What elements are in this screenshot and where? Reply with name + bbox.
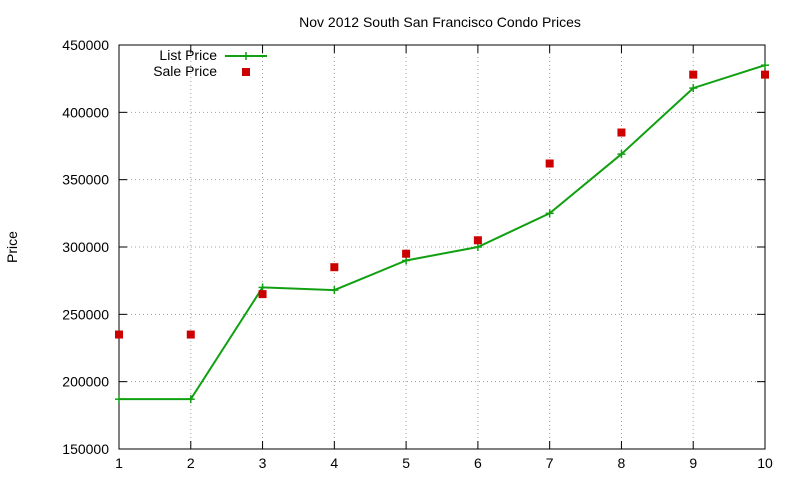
- sale-price-point: [402, 249, 411, 258]
- list-price-point: [258, 283, 267, 292]
- series-sale-price: [115, 70, 769, 339]
- list-price-point: [473, 243, 482, 251]
- list-price-point: [330, 286, 339, 295]
- list-price-point: [617, 150, 626, 159]
- x-tick-label: 1: [115, 455, 123, 471]
- x-tick-label: 10: [757, 455, 773, 471]
- list-price-line: [119, 64, 766, 401]
- legend: List Price Sale Price: [153, 47, 267, 79]
- axis-tick-marks: [118, 44, 766, 450]
- x-axis-tick-labels: 1 2 3 4 5 6 7 8 9 10: [115, 455, 773, 471]
- x-tick-label: 2: [187, 455, 195, 471]
- x-tick-label: 7: [546, 455, 554, 471]
- list-price-point: [545, 209, 554, 218]
- sale-price-point: [473, 236, 482, 245]
- grid-lines: [119, 45, 765, 449]
- sale-price-point: [258, 290, 267, 299]
- x-tick-label: 6: [474, 455, 482, 471]
- legend-label-list-price: List Price: [159, 47, 217, 63]
- y-tick-label: 450000: [62, 37, 109, 53]
- x-tick-label: 9: [689, 455, 697, 471]
- x-tick-label: 8: [618, 455, 626, 471]
- sale-price-point: [761, 70, 769, 79]
- legend-label-sale-price: Sale Price: [153, 63, 217, 79]
- list-price-point: [115, 395, 123, 404]
- sale-price-point: [330, 263, 339, 272]
- sale-price-point: [545, 159, 554, 168]
- sale-price-point: [617, 128, 626, 137]
- y-tick-label: 200000: [62, 374, 109, 390]
- legend-key-list-price: [225, 52, 267, 60]
- list-price-point: [402, 256, 411, 265]
- y-axis-label: Price: [4, 231, 20, 263]
- y-tick-label: 350000: [62, 172, 109, 188]
- y-tick-label: 150000: [62, 441, 109, 457]
- chart-title: Nov 2012 South San Francisco Condo Price…: [299, 14, 581, 30]
- series-list-price: [115, 61, 769, 404]
- y-axis-tick-labels: 150000 200000 250000 300000 350000 400000 4500…: [62, 37, 109, 457]
- y-tick-label: 300000: [62, 239, 109, 255]
- legend-key-sale-price: [242, 68, 250, 76]
- sale-price-point: [186, 330, 195, 339]
- list-price-point: [689, 84, 698, 93]
- legend-square-swatch: [242, 68, 250, 76]
- y-tick-label: 250000: [62, 306, 109, 322]
- list-price-point: [761, 61, 769, 70]
- series-layer: [115, 61, 769, 404]
- x-tick-label: 5: [402, 455, 410, 471]
- x-tick-label: 3: [259, 455, 267, 471]
- list-price-point: [186, 395, 195, 404]
- x-tick-label: 4: [330, 455, 338, 471]
- y-tick-label: 400000: [62, 104, 109, 120]
- sale-price-point: [115, 330, 123, 339]
- sale-price-point: [689, 70, 698, 79]
- legend-plus-marker: [242, 52, 250, 60]
